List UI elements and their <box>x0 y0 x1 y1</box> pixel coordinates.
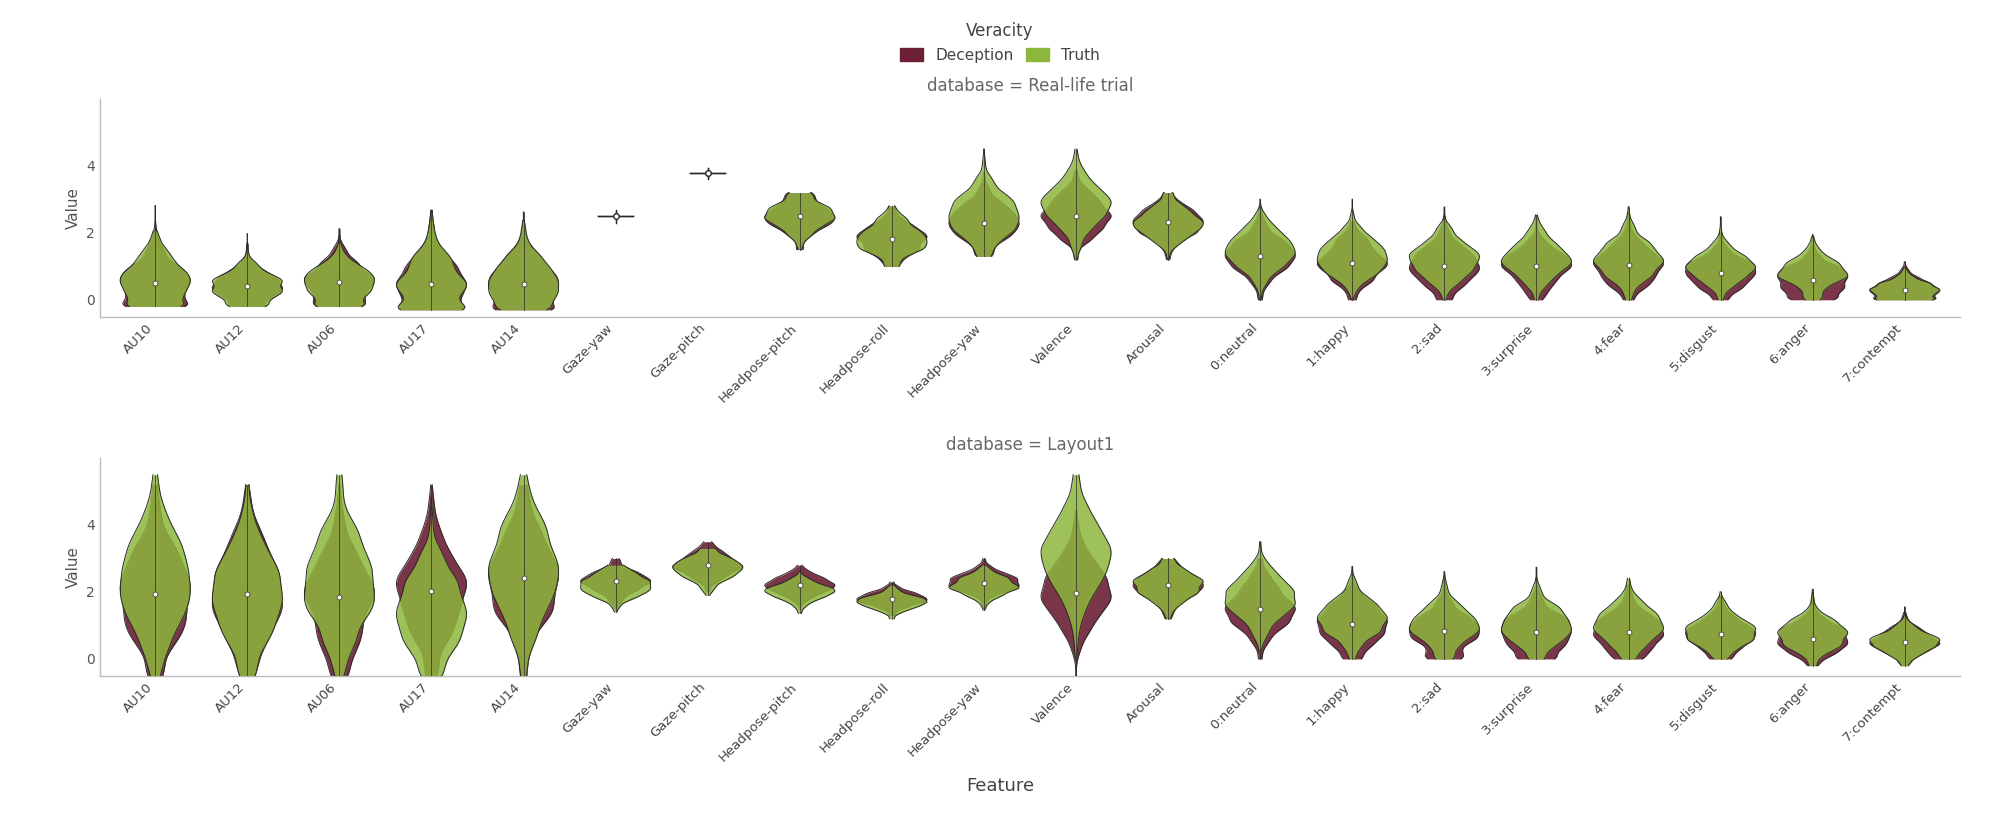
Title: database = Real-life trial: database = Real-life trial <box>926 77 1134 95</box>
Legend: Deception, Truth: Deception, Truth <box>894 16 1106 69</box>
Y-axis label: Value: Value <box>66 545 80 588</box>
Title: database = Layout1: database = Layout1 <box>946 436 1114 454</box>
Text: Feature: Feature <box>966 777 1034 795</box>
Y-axis label: Value: Value <box>66 187 80 229</box>
